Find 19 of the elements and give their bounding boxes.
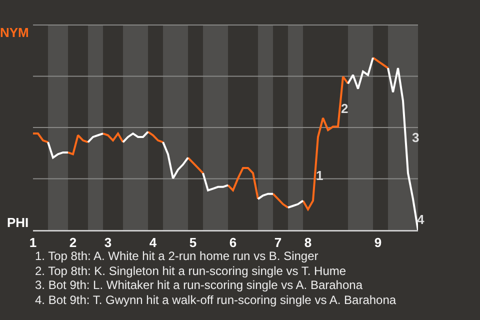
x-tick-label: 4 <box>149 235 158 250</box>
annotation: 1 <box>316 168 324 183</box>
text: 3. Bot 9th: L. Whitaker hit a run-scoring single vs A. Barahona <box>35 278 363 292</box>
x-tick-label: 2 <box>69 235 77 250</box>
x-tick-label: 3 <box>104 235 112 250</box>
x-tick-label: 8 <box>304 235 312 250</box>
text: 4. Bot 9th: T. Gwynn hit a walk-off run-scoring single vs A. Barahona <box>35 293 396 307</box>
x-tick-label: 6 <box>229 235 237 250</box>
annotation: 4 <box>417 212 425 227</box>
x-tick-label: 1 <box>29 235 37 250</box>
text: NYM <box>0 25 29 40</box>
x-tick-label: 7 <box>274 235 282 250</box>
annotation: 3 <box>412 130 420 145</box>
text: 2. Top 8th: K. Singleton hit a run-scoring single vs T. Hume <box>35 264 346 278</box>
x-tick-label: 9 <box>374 235 382 250</box>
annotation: 2 <box>341 101 348 116</box>
x-tick-label: 5 <box>189 235 197 250</box>
text: PHI <box>7 215 29 230</box>
text: 1. Top 8th: A. White hit a 2-run home run vs B. Singer <box>35 249 318 263</box>
